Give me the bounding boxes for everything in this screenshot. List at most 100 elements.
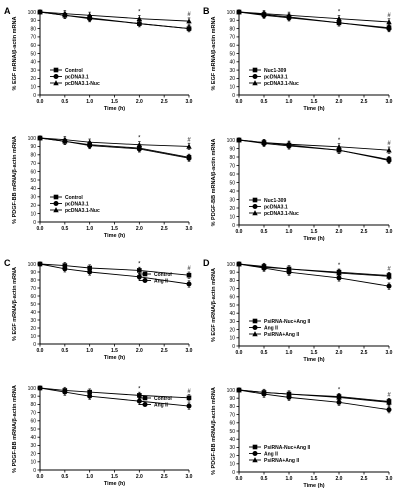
legend-marker bbox=[53, 80, 59, 86]
y-tick-label: 10 bbox=[229, 336, 235, 342]
y-tick-label: 90 bbox=[30, 144, 36, 150]
panel-1: 0 10 20 30 40 50 60 70 80 90 100 0.0 0.5 1.0 1.5 2.0 2.5… bbox=[4, 6, 193, 112]
significance-mark: # bbox=[387, 13, 391, 19]
y-tick-label: 0 bbox=[232, 223, 235, 229]
data-point bbox=[136, 15, 143, 21]
y-tick-label: 40 bbox=[30, 186, 36, 192]
y-tick-label: 70 bbox=[30, 161, 36, 167]
y-tick-label: 20 bbox=[229, 76, 235, 82]
legend-marker bbox=[53, 201, 59, 206]
x-tick-label: 1.0 bbox=[286, 99, 293, 105]
x-axis-title: Time (h) bbox=[303, 236, 324, 242]
y-tick-label: 10 bbox=[30, 211, 36, 217]
x-tick-label: 2.5 bbox=[361, 229, 368, 235]
data-point bbox=[62, 266, 68, 272]
legend-label: Ang II bbox=[264, 325, 278, 331]
y-tick-label: 90 bbox=[229, 146, 235, 152]
data-point bbox=[261, 264, 267, 270]
data-point bbox=[186, 26, 192, 32]
x-tick-label: 2.5 bbox=[161, 99, 168, 105]
series-line-3 bbox=[39, 137, 190, 147]
y-tick-label: 30 bbox=[229, 68, 235, 74]
data-point bbox=[137, 268, 142, 273]
significance-mark: # bbox=[387, 266, 391, 272]
y-tick-label: 30 bbox=[229, 319, 235, 325]
x-tick-label: 2.0 bbox=[336, 350, 343, 356]
y-tick-label: 60 bbox=[30, 43, 36, 49]
y-tick-label: 40 bbox=[30, 435, 36, 441]
y-tick-label: 20 bbox=[30, 203, 36, 209]
y-tick-label: 40 bbox=[229, 189, 235, 195]
y-tick-label: 100 bbox=[28, 262, 37, 268]
data-point bbox=[186, 395, 192, 401]
y-tick-label: 100 bbox=[28, 386, 37, 392]
x-tick-label: 1.0 bbox=[86, 99, 93, 105]
panel-letter: D bbox=[203, 258, 210, 268]
data-point bbox=[62, 389, 68, 395]
x-tick-label: 3.0 bbox=[186, 348, 193, 354]
x-axis-title: Time (h) bbox=[104, 355, 125, 361]
y-tick-label: 10 bbox=[30, 334, 36, 340]
x-tick-label: 2.5 bbox=[361, 99, 368, 105]
y-tick-label: 80 bbox=[30, 278, 36, 284]
y-tick-label: 60 bbox=[229, 421, 235, 427]
data-point bbox=[286, 391, 292, 397]
x-tick-label: 2.0 bbox=[136, 99, 143, 105]
significance-mark: # bbox=[187, 12, 191, 18]
series-line-2 bbox=[238, 139, 390, 161]
y-tick-label: 50 bbox=[30, 51, 36, 57]
y-tick-label: 50 bbox=[229, 51, 235, 57]
legend-label: pcDNA3.1 bbox=[264, 204, 288, 210]
data-point bbox=[186, 403, 192, 409]
y-tick-label: 80 bbox=[229, 155, 235, 161]
data-point bbox=[336, 270, 342, 276]
data-point bbox=[37, 261, 43, 267]
y-tick-label: 80 bbox=[30, 402, 36, 408]
y-tick-label: 60 bbox=[30, 419, 36, 425]
legend-marker bbox=[252, 444, 258, 450]
legend-label: Control bbox=[65, 68, 83, 74]
legend-label: Ang II bbox=[264, 451, 278, 457]
y-tick-label: 10 bbox=[229, 462, 235, 468]
legend-marker bbox=[252, 210, 258, 216]
x-tick-label: 0.0 bbox=[236, 99, 243, 105]
y-tick-label: 90 bbox=[30, 270, 36, 276]
y-tick-label: 0 bbox=[33, 220, 36, 226]
x-axis-title: Time (h) bbox=[104, 233, 125, 239]
data-point bbox=[386, 407, 392, 413]
legend-label: pcDNA3.1-Nuc bbox=[65, 208, 100, 214]
data-point bbox=[62, 10, 68, 16]
panel-6: 0 10 20 30 40 50 60 70 80 90 100 0.0 0.5 1.0 1.5 2.0 2.5… bbox=[203, 258, 393, 363]
y-axis-title: % PDGF-BB mRNA/β-actin mRNA bbox=[211, 387, 217, 475]
x-tick-label: 1.5 bbox=[111, 226, 118, 232]
legend-label: Nuc1-309 bbox=[264, 68, 286, 74]
y-tick-label: 10 bbox=[229, 214, 235, 220]
legend-marker bbox=[142, 395, 148, 401]
y-tick-label: 80 bbox=[30, 153, 36, 159]
legend-marker bbox=[142, 278, 148, 283]
y-tick-label: 20 bbox=[30, 451, 36, 457]
significance-mark: # bbox=[187, 137, 191, 143]
x-tick-label: 2.5 bbox=[161, 226, 168, 232]
y-axis-title: % PDGF-BB mRNA/β-actin mRNA bbox=[211, 139, 217, 227]
panel-3: 0 10 20 30 40 50 60 70 80 90 100 0.0 0.5 1.0 1.5 2.0 2.5… bbox=[12, 135, 193, 239]
x-tick-label: 2.0 bbox=[136, 474, 143, 480]
legend-label: PsiRNA-Nuc+Ang II bbox=[264, 445, 311, 451]
y-tick-label: 100 bbox=[227, 262, 236, 268]
data-point bbox=[86, 139, 93, 145]
data-point bbox=[261, 139, 267, 145]
x-tick-label: 1.0 bbox=[86, 226, 93, 232]
x-tick-label: 1.0 bbox=[286, 350, 293, 356]
y-tick-label: 60 bbox=[30, 294, 36, 300]
significance-mark: # bbox=[387, 392, 391, 398]
data-point bbox=[186, 281, 192, 287]
x-tick-label: 1.5 bbox=[111, 474, 118, 480]
x-tick-label: 3.0 bbox=[186, 99, 193, 105]
legend-label: pcDNA3.1 bbox=[264, 74, 288, 80]
legend-marker bbox=[53, 74, 59, 79]
x-tick-label: 0.0 bbox=[37, 474, 44, 480]
y-tick-label: 70 bbox=[229, 286, 235, 292]
series-line-1 bbox=[238, 263, 390, 276]
data-point bbox=[186, 143, 192, 149]
significance-mark: * bbox=[138, 386, 141, 392]
